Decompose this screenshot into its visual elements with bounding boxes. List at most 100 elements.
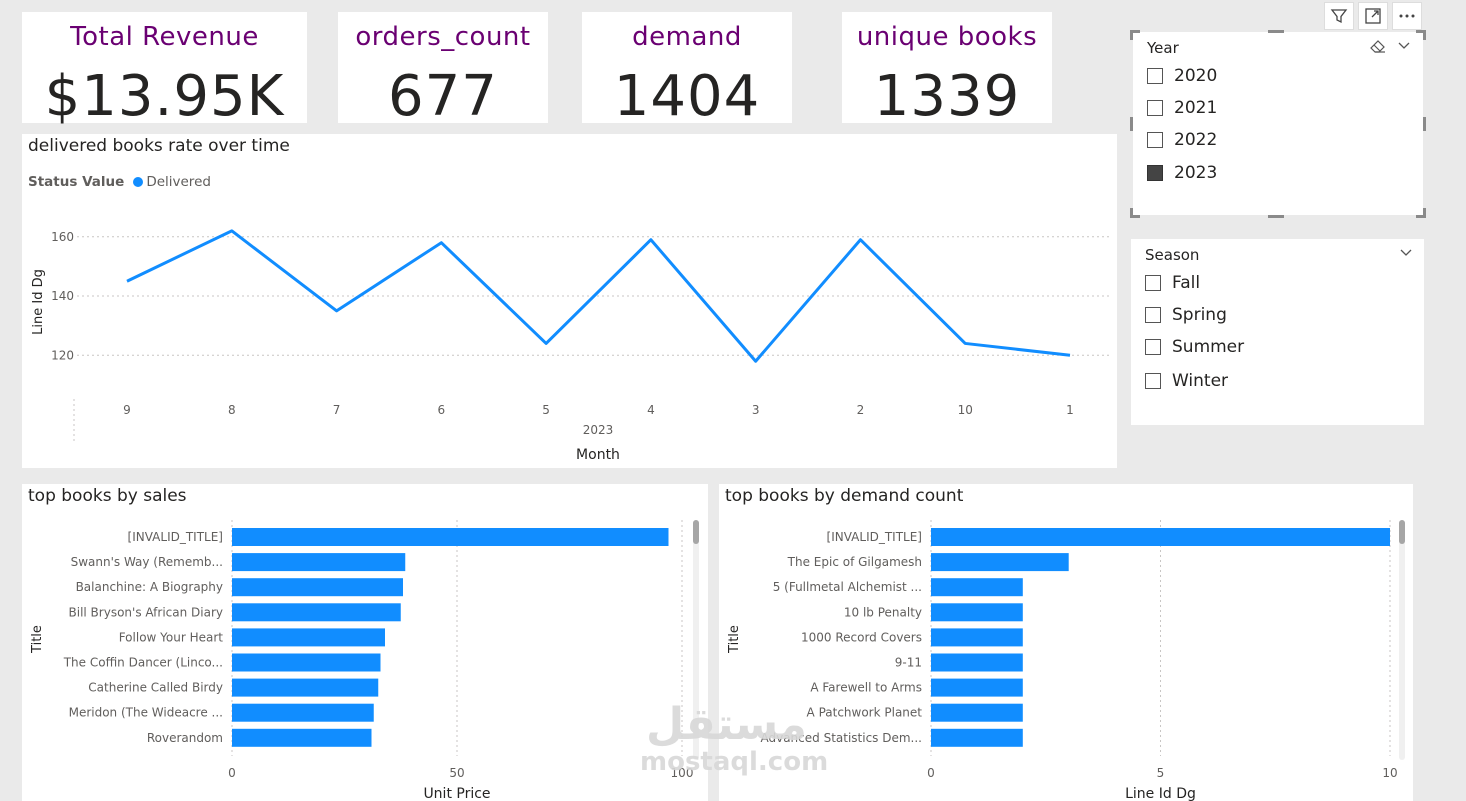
bar	[931, 653, 1023, 672]
x-tick-label: 10	[958, 403, 973, 417]
resize-handle[interactable]	[1130, 30, 1140, 33]
resize-handle[interactable]	[1423, 208, 1426, 218]
season-option-fall[interactable]: Fall	[1145, 273, 1200, 293]
chevron-down-icon[interactable]	[1397, 38, 1411, 57]
kpi-card-demand: demand 1404	[582, 12, 792, 129]
resize-handle[interactable]	[1423, 117, 1426, 131]
x-tick-label: 50	[449, 766, 464, 780]
bar	[232, 578, 403, 597]
bar-chart-demand-panel: top books by demand count 0 5 10 [INVALID_T…	[719, 484, 1413, 801]
checkbox[interactable]	[1147, 132, 1163, 148]
y-tick-label: 140	[51, 289, 74, 303]
bar	[232, 703, 374, 722]
checkbox[interactable]	[1147, 68, 1163, 84]
x-axis-title: Unit Price	[423, 786, 490, 801]
year-option-2022[interactable]: 2022	[1147, 130, 1217, 150]
y-tick-label: 1000 Record Covers	[801, 630, 922, 644]
season-option-label: Summer	[1172, 337, 1245, 357]
checkbox[interactable]	[1147, 100, 1163, 116]
y-tick-label: Roverandom	[147, 731, 223, 745]
year-slicer: Year 2020 2021 2022 2023	[1133, 32, 1423, 215]
checkbox[interactable]	[1145, 275, 1161, 291]
x-tick-label: 100	[671, 766, 694, 780]
scrollbar-thumb	[693, 520, 699, 544]
resize-handle[interactable]	[1416, 30, 1426, 33]
bar	[931, 628, 1023, 647]
visual-header-toolbar	[1320, 2, 1422, 32]
series-line-delivered	[126, 229, 1071, 363]
y-tick-label: Swann's Way (Rememb...	[71, 555, 223, 569]
y-tick-label: Meridon (The Wideacre ...	[69, 706, 223, 720]
x-tick-label: 1	[1066, 403, 1074, 417]
kpi-card-unique-books: unique books 1339	[842, 12, 1052, 129]
focus-mode-icon[interactable]	[1358, 2, 1388, 30]
resize-handle[interactable]	[1130, 208, 1133, 218]
checkbox-checked[interactable]	[1147, 165, 1163, 181]
season-option-label: Winter	[1172, 371, 1229, 391]
y-tick-label: 9-11	[895, 656, 922, 670]
y-tick-label: The Coffin Dancer (Linco...	[63, 656, 223, 670]
year-option-label: 2020	[1174, 66, 1218, 86]
resize-handle[interactable]	[1268, 215, 1284, 218]
eraser-icon[interactable]	[1369, 38, 1387, 58]
bar	[232, 728, 372, 747]
y-tick-label: A Patchwork Planet	[807, 706, 923, 720]
legend-entry: Delivered	[146, 174, 211, 190]
season-option-spring[interactable]: Spring	[1145, 305, 1227, 325]
kpi-title: demand	[632, 22, 742, 52]
checkbox[interactable]	[1145, 339, 1161, 355]
bar-chart-demand: 0 5 10 [INVALID_TITLE] The Epic of Gilgamesh…	[727, 520, 1405, 801]
x-tick-label: 8	[228, 403, 236, 417]
kpi-value: 677	[388, 64, 498, 129]
season-option-label: Spring	[1172, 305, 1227, 325]
checkbox[interactable]	[1145, 307, 1161, 323]
bar	[232, 528, 669, 546]
year-option-2020[interactable]: 2020	[1147, 66, 1217, 86]
chart-title: delivered books rate over time	[28, 136, 290, 156]
resize-handle[interactable]	[1423, 30, 1426, 40]
kpi-value: $13.95K	[44, 64, 285, 129]
y-tick-label: Follow Your Heart	[119, 630, 224, 644]
scrollbar-track	[1399, 520, 1405, 760]
resize-handle[interactable]	[1416, 215, 1426, 218]
checkbox[interactable]	[1145, 373, 1161, 389]
kpi-value: 1404	[613, 64, 761, 129]
season-option-summer[interactable]: Summer	[1145, 337, 1244, 357]
filter-icon[interactable]	[1324, 2, 1354, 30]
kpi-title: unique books	[856, 22, 1038, 52]
y-tick-label: 160	[51, 230, 74, 244]
legend-marker	[133, 177, 144, 187]
y-axis-title: Title	[30, 625, 45, 654]
x-tick-label: 4	[647, 403, 655, 417]
line-chart-panel: delivered books rate over time Status Va…	[22, 134, 1117, 468]
x-tick-label: 0	[228, 766, 236, 780]
chevron-down-icon[interactable]	[1399, 245, 1413, 264]
y-tick-label: The Epic of Gilgamesh	[787, 555, 922, 569]
bar	[232, 653, 381, 672]
y-tick-label: [INVALID_TITLE]	[827, 530, 922, 544]
y-tick-label: Advanced Statistics Dem...	[760, 731, 922, 745]
resize-handle[interactable]	[1130, 117, 1133, 131]
year-option-2021[interactable]: 2021	[1147, 98, 1217, 118]
bar	[931, 553, 1069, 572]
bar	[232, 603, 401, 622]
x-tick-label: 2	[857, 403, 865, 417]
season-slicer-title: Season	[1145, 246, 1200, 264]
more-options-icon[interactable]	[1392, 2, 1422, 30]
resize-handle[interactable]	[1130, 215, 1140, 218]
bar	[931, 703, 1023, 722]
y-axis-title: Line Id Dg	[31, 269, 46, 335]
chart-title: top books by demand count	[725, 486, 964, 506]
resize-handle[interactable]	[1130, 30, 1133, 40]
season-option-winter[interactable]: Winter	[1145, 371, 1228, 391]
legend-title: Status Value	[28, 174, 125, 190]
season-option-label: Fall	[1172, 273, 1201, 293]
chart-title: top books by sales	[28, 486, 187, 506]
resize-handle[interactable]	[1268, 30, 1284, 33]
x-tick-label: 0	[927, 766, 935, 780]
y-tick-label: 5 (Fullmetal Alchemist ...	[773, 580, 922, 594]
year-option-label: 2023	[1174, 163, 1218, 183]
year-option-2023[interactable]: 2023	[1147, 163, 1217, 183]
year-option-label: 2021	[1174, 98, 1218, 118]
x-tick-label: 9	[123, 403, 131, 417]
